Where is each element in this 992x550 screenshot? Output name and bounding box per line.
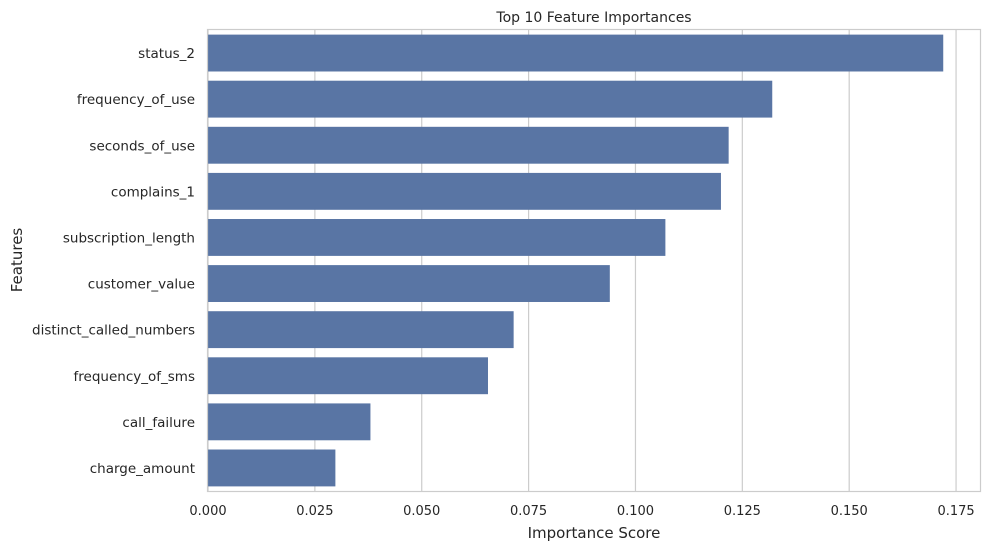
bar-frequency-of-sms: [208, 357, 488, 395]
x-tick-label: 0.100: [617, 504, 654, 519]
plot-area-frame: [206, 28, 982, 493]
bars: [208, 34, 944, 487]
bar-frequency-of-use: [208, 80, 773, 118]
x-tick-label: 0.150: [831, 504, 868, 519]
bar-complains-1: [208, 172, 721, 210]
bar-subscription-length: [208, 219, 666, 256]
bar-distinct-called-numbers: [208, 311, 514, 349]
y-tick-label: status_2: [138, 46, 195, 62]
x-tick-labels: 0.000 0.025 0.050 0.075 0.100 0.125 0.150 0.175: [189, 504, 974, 519]
x-tick-label: 0.050: [403, 504, 440, 519]
y-axis-label: Features: [8, 228, 26, 293]
y-tick-label: customer_value: [88, 277, 195, 293]
y-tick-label: frequency_of_use: [77, 92, 195, 108]
bar-call-failure: [208, 403, 371, 441]
bar-status-2: [208, 34, 944, 72]
x-tick-label: 0.000: [189, 504, 226, 519]
chart-title: Top 10 Feature Importances: [495, 10, 691, 26]
y-tick-label: frequency_of_sms: [74, 369, 195, 385]
y-tick-label: subscription_length: [63, 230, 195, 246]
x-tick-label: 0.175: [937, 504, 974, 519]
x-tick-label: 0.025: [296, 504, 333, 519]
bar-seconds-of-use: [208, 126, 729, 164]
x-axis-label: Importance Score: [528, 524, 661, 542]
y-tick-label: seconds_of_use: [89, 138, 195, 154]
x-tick-label: 0.075: [510, 504, 547, 519]
x-tick-label: 0.125: [724, 504, 761, 519]
y-tick-label: charge_amount: [90, 461, 195, 477]
bar-customer-value: [208, 265, 610, 302]
y-tick-label: distinct_called_numbers: [32, 323, 195, 339]
bar-charge-amount: [208, 449, 336, 487]
y-tick-labels: status_2 frequency_of_use seconds_of_useco…: [32, 46, 195, 477]
y-tick-label: complains_1: [111, 184, 195, 200]
y-tick-label: call_failure: [122, 415, 195, 431]
